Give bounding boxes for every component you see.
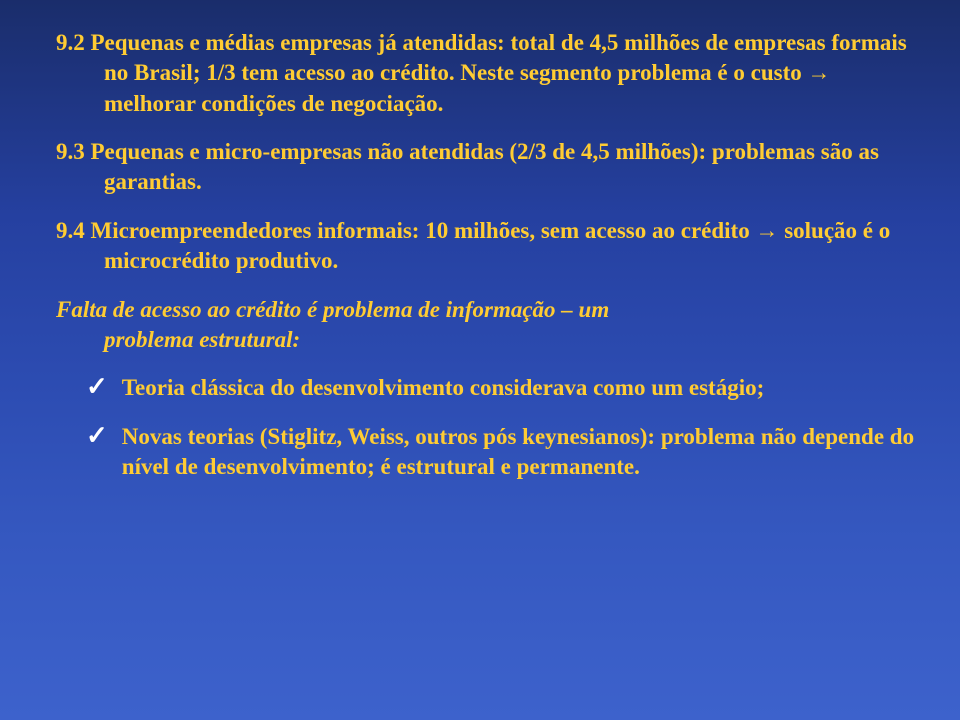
check-icon: ✓ xyxy=(86,422,108,451)
bullet-text: Novas teorias (Stiglitz, Weiss, outros p… xyxy=(122,422,918,483)
italic-line2: problema estrutural: xyxy=(56,325,918,355)
check-icon: ✓ xyxy=(86,373,108,402)
slide-content: 9.2 Pequenas e médias empresas já atendi… xyxy=(56,28,918,482)
bullet-item-2: ✓ Novas teorias (Stiglitz, Weiss, outros… xyxy=(56,422,918,483)
numbered-item-9-4: 9.4 Microempreendedores informais: 10 mi… xyxy=(56,216,918,277)
item-text: 9.2 Pequenas e médias empresas já atendi… xyxy=(56,30,907,116)
bullet-item-1: ✓ Teoria clássica do desenvolvimento con… xyxy=(56,373,918,403)
italic-line1: Falta de acesso ao crédito é problema de… xyxy=(56,297,609,322)
italic-paragraph: Falta de acesso ao crédito é problema de… xyxy=(56,295,918,356)
item-text: 9.3 Pequenas e micro-empresas não atendi… xyxy=(56,139,879,194)
numbered-item-9-2: 9.2 Pequenas e médias empresas já atendi… xyxy=(56,28,918,119)
item-text: 9.4 Microempreendedores informais: 10 mi… xyxy=(56,218,890,273)
bullet-text: Teoria clássica do desenvolvimento consi… xyxy=(122,373,918,403)
numbered-item-9-3: 9.3 Pequenas e micro-empresas não atendi… xyxy=(56,137,918,198)
